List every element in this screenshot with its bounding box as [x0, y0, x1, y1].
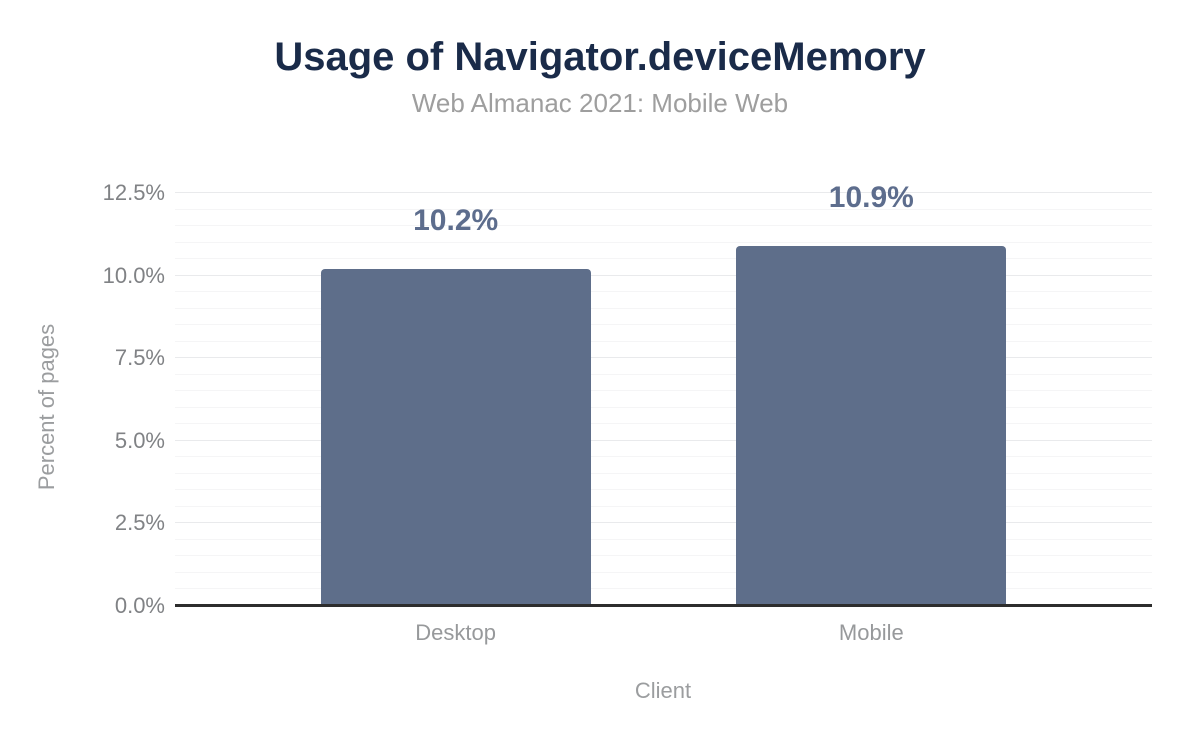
major-gridline: [175, 439, 1152, 441]
x-axis-line: [175, 604, 1152, 607]
y-tick-label: 10.0%: [102, 262, 165, 288]
minor-gridline: [175, 571, 1152, 573]
minor-gridline: [175, 241, 1152, 243]
minor-gridline: [175, 258, 1152, 260]
major-gridline: [175, 357, 1152, 359]
bar-desktop: [320, 269, 591, 606]
major-gridline: [175, 274, 1152, 276]
x-tick-label-mobile: Mobile: [838, 620, 904, 645]
minor-gridline: [175, 291, 1152, 293]
minor-gridline: [175, 489, 1152, 491]
plot-area: 10.2% 10.9%: [175, 182, 1152, 607]
y-tick-label: 12.5%: [102, 180, 165, 205]
bar-mobile: [736, 245, 1007, 606]
major-gridline: [175, 192, 1152, 193]
x-axis-title: Client: [634, 678, 692, 703]
minor-gridline: [175, 472, 1152, 474]
minor-gridline: [175, 588, 1152, 590]
value-label-mobile: 10.9%: [828, 180, 914, 214]
y-tick-label: 2.5%: [114, 510, 165, 536]
major-gridline: [175, 522, 1152, 524]
chart-title: Usage of Navigator.deviceMemory: [274, 35, 926, 79]
minor-gridline: [175, 423, 1152, 425]
y-tick-label: 0.0%: [114, 593, 165, 618]
x-tick-label-desktop: Desktop: [415, 620, 497, 645]
chart-subtitle: Web Almanac 2021: Mobile Web: [411, 88, 789, 118]
minor-gridline: [175, 324, 1152, 326]
y-tick-label: 5.0%: [114, 427, 165, 453]
minor-gridline: [175, 505, 1152, 507]
minor-gridline: [175, 225, 1152, 227]
minor-gridline: [175, 373, 1152, 375]
y-tick-label: 7.5%: [114, 345, 165, 371]
value-label-desktop: 10.2%: [413, 204, 499, 237]
minor-gridline: [175, 307, 1152, 309]
minor-gridline: [175, 340, 1152, 342]
minor-gridline: [175, 538, 1152, 540]
minor-gridline: [175, 390, 1152, 392]
minor-gridline: [175, 555, 1152, 557]
minor-gridline: [175, 406, 1152, 408]
minor-gridline: [175, 208, 1152, 210]
minor-gridline: [175, 456, 1152, 458]
